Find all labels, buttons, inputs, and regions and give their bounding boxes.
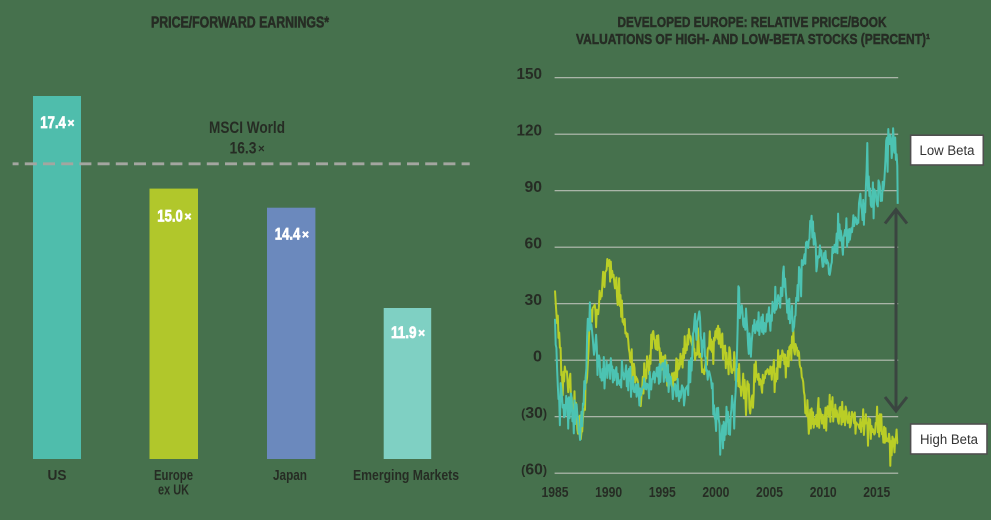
svg-text:15.0×: 15.0 × <box>157 207 191 226</box>
svg-text:DEVELOPED EUROPE: RELATIVE PRI: DEVELOPED EUROPE: RELATIVE PRICE/BOOK <box>618 15 887 31</box>
svg-text:(60): (60) <box>521 462 547 479</box>
svg-text:Low Beta: Low Beta <box>920 143 975 158</box>
svg-text:16.3×: 16.3 × <box>230 139 266 158</box>
svg-text:14.4×: 14.4× <box>275 225 309 244</box>
svg-text:2015: 2015 <box>863 484 890 501</box>
svg-text:11.9×: 11.9 × <box>391 323 425 342</box>
svg-text:150: 150 <box>517 66 543 83</box>
svg-text:60: 60 <box>525 236 543 253</box>
svg-text:1990: 1990 <box>595 484 622 501</box>
svg-text:Japan: Japan <box>273 468 307 484</box>
svg-text:30: 30 <box>525 292 543 309</box>
svg-text:MSCI World: MSCI World <box>209 118 285 137</box>
svg-text:1985: 1985 <box>542 484 569 501</box>
svg-text:2000: 2000 <box>702 484 729 501</box>
svg-text:90: 90 <box>525 179 543 196</box>
svg-text:1995: 1995 <box>649 484 676 501</box>
svg-text:ex UK: ex UK <box>158 483 189 499</box>
svg-text:PRICE/FORWARD EARNINGS*: PRICE/FORWARD EARNINGS* <box>151 15 330 32</box>
svg-text:(30): (30) <box>521 405 547 422</box>
svg-text:Emerging Markets: Emerging Markets <box>353 468 459 484</box>
svg-text:2010: 2010 <box>810 484 837 501</box>
svg-text:Europe: Europe <box>154 468 193 484</box>
svg-text:0: 0 <box>533 349 542 366</box>
svg-text:2005: 2005 <box>756 484 783 501</box>
svg-text:17.4×: 17.4× <box>40 113 74 132</box>
svg-text:120: 120 <box>517 123 543 140</box>
svg-text:US: US <box>48 468 67 484</box>
svg-text:High Beta: High Beta <box>920 432 978 447</box>
svg-text:VALUATIONS OF HIGH- AND LOW-BE: VALUATIONS OF HIGH- AND LOW-BETA STOCKS … <box>576 32 930 48</box>
